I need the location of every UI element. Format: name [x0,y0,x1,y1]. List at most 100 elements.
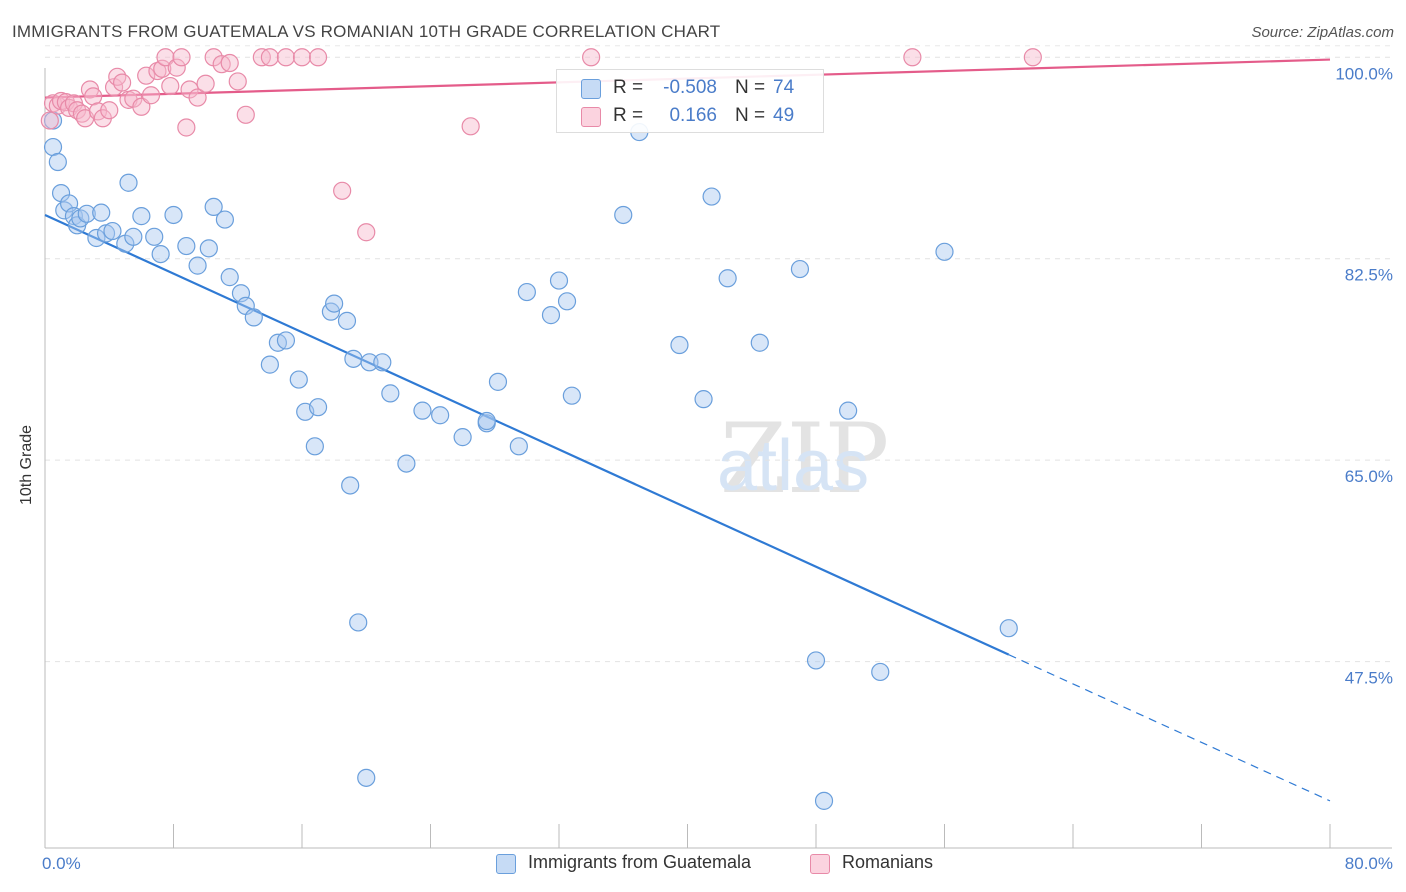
guatemala-point [509,437,528,456]
guatemala-point [119,173,138,192]
guatemala-point [541,306,561,325]
guatemala-point [702,187,721,206]
legend-n-value: 74 [773,77,795,98]
romanians-point [172,48,191,67]
romanians-point [108,67,127,86]
legend-swatch-guatemala [581,79,601,99]
bottom-legend-label-romanians: Romanians [842,852,934,872]
romanians-point [292,48,312,67]
chart-title: IMMIGRANTS FROM GUATEMALA VS ROMANIAN 10… [12,22,721,41]
romanians-point [188,88,207,107]
romanians-point [903,48,922,67]
guatemala-point [349,613,368,632]
romanians-point [236,105,255,124]
guatemala-point [839,401,858,420]
y-tick-label: 82.5% [1345,266,1393,285]
guatemala-point [71,209,90,228]
guatemala-point [381,384,400,403]
guatemala-point [199,239,218,258]
romanians-point [461,117,480,136]
guatemala-point [177,236,196,256]
legend-swatch-romanians [581,107,601,127]
guatemala-point [718,269,737,288]
romanians-point [161,76,180,96]
romanians-point [582,48,601,67]
guatemala-point [244,308,263,327]
watermark: ZIP [720,403,889,515]
romanians-point [228,72,247,91]
y-tick-label: 47.5% [1345,669,1393,688]
bottom-legend-swatch-guatemala [496,854,516,874]
romanians-point [40,111,59,130]
guatemala-point [935,242,954,261]
guatemala-point [87,228,106,248]
guatemala-point [276,331,296,350]
bottom-legend-swatch-romanians [810,854,830,874]
romanians-point [260,48,279,67]
guatemala-point [517,282,536,302]
legend-r-value: -0.508 [663,77,717,98]
romanians-point [112,73,132,92]
guatemala-point [151,245,170,264]
romanians-point [167,58,186,77]
legend-r-label: R = [613,105,644,126]
guatemala-point [325,294,344,313]
guatemala-point [806,651,826,670]
guatemala-point [132,207,151,226]
legend-row-guatemala: R = -0.508 N = 74 [557,74,823,102]
guatemala-point [77,204,96,223]
legend-row-romanians: R = 0.166 N = 49 [557,102,823,130]
romanians-point [141,86,161,105]
guatemala-point [557,292,577,311]
guatemala-point [220,268,239,287]
guatemala-point [562,386,581,405]
legend-n-label: N = [735,105,766,126]
bottom-legend-label-guatemala: Immigrants from Guatemala [528,852,752,872]
romanians-point [196,74,215,93]
guatemala-point [357,768,376,787]
guatemala-trendline [44,213,1010,656]
guatemala-point [790,259,810,279]
guatemala-point [453,428,472,447]
romanians-point [148,61,167,81]
guatemala-point [397,454,416,473]
guatemala-point [341,476,360,495]
romanians-point [177,118,196,137]
guatemala-point [103,221,122,241]
romanians-point [156,48,175,67]
legend-r-label: R = [613,77,644,98]
romanians-point [276,48,296,67]
guatemala-point [373,353,392,372]
romanians-point [333,181,352,200]
guatemala-point [308,398,328,417]
guatemala-point [215,210,234,229]
legend-box: R = -0.508 N = 74 R = 0.166 N = 49 [556,69,824,133]
guatemala-point [48,152,67,172]
guatemala-point [871,662,890,682]
guatemala-point [204,197,223,217]
guatemala-point [92,203,111,222]
guatemala-point [344,349,363,368]
x-tick-label: 80.0% [1345,854,1393,873]
guatemala-point [260,355,279,374]
guatemala-point [360,353,379,372]
romanians-point [220,53,239,73]
guatemala-point [413,401,432,420]
guatemala-point [477,411,496,431]
guatemala-point [694,390,713,409]
romanians-point [153,59,172,78]
guatemala-point [670,335,689,355]
romanians-point [100,101,119,120]
romanians-point [137,66,156,85]
source-label: Source: ZipAtlas.com [1251,24,1394,41]
legend-r-value: 0.166 [669,105,717,126]
guatemala-point [145,227,164,246]
romanians-point [1023,48,1042,67]
guatemala-point [124,227,143,246]
legend-n-value: 49 [773,105,795,126]
guatemala-point [750,333,769,352]
romanians-point [308,48,328,67]
guatemala-point [305,437,324,456]
guatemala-point [431,406,450,425]
guatemala-point [814,791,834,810]
